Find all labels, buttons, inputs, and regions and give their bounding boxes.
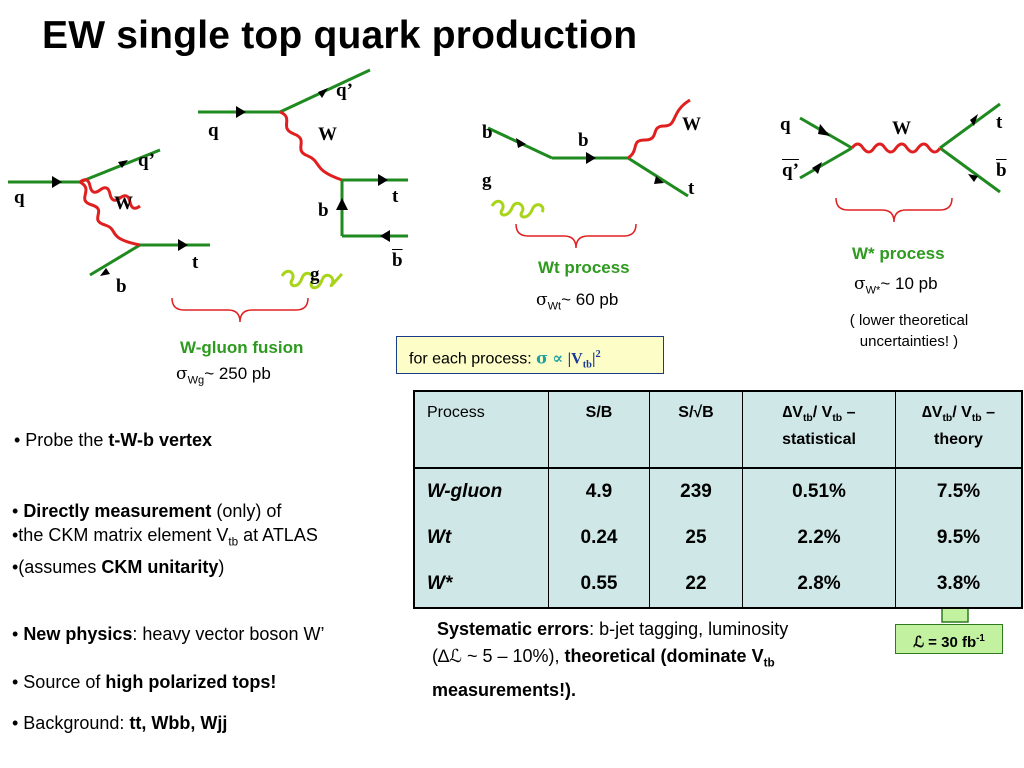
cross-section-wg: σWg~ 250 pb xyxy=(176,364,271,387)
label-t: t xyxy=(996,112,1003,133)
brace-wg xyxy=(171,297,309,323)
brace-wt xyxy=(515,223,637,249)
header-process: Process xyxy=(414,391,549,469)
label-qprime: q’ xyxy=(336,80,353,101)
label-b-in: b xyxy=(482,122,493,143)
label-bbar: b xyxy=(996,160,1007,181)
cell-theory: 9.5% xyxy=(936,527,981,548)
label-t: t xyxy=(192,252,199,273)
systematics-text: Systematic errors: b-jet tagging, lumino… xyxy=(432,619,789,700)
header-stat: ∆Vtb/ Vtb – statistical xyxy=(742,391,896,469)
bullet-new-physics: • New physics: heavy vector boson W’ xyxy=(12,624,325,644)
bullet-direct: • Directly measurement (only) of •the CK… xyxy=(12,501,318,577)
cell-process: W-gluon xyxy=(414,468,549,515)
bullet-source: • Source of high polarized tops! xyxy=(12,672,277,692)
label-w: W xyxy=(682,114,701,135)
label-g: g xyxy=(310,264,320,285)
table-row: Wt 0.24 25 2.2% 9.5% xyxy=(414,515,1022,561)
diagram-wstar xyxy=(799,102,1001,194)
each-process-box: for each process: σ ∝ |Vtb|2 xyxy=(396,336,664,374)
cell-process: Wt xyxy=(414,515,549,561)
cell-stat: 2.8% xyxy=(742,561,896,608)
cell-stat: 2.2% xyxy=(742,515,896,561)
wstar-note: ( lower theoretical uncertainties! ) xyxy=(849,312,969,350)
cell-theory: 7.5% xyxy=(936,481,981,502)
label-t: t xyxy=(392,186,399,207)
label-b: b xyxy=(318,200,329,221)
label-w: W xyxy=(318,124,337,145)
label-b: b xyxy=(116,276,127,297)
cross-section-wstar: σW*~ 10 pb xyxy=(854,274,938,297)
cell-stat: 0.51% xyxy=(742,468,896,515)
label-b-prop: b xyxy=(578,130,589,151)
label-w: W xyxy=(114,193,133,214)
header-theory: ∆Vtb/ Vtb – theory xyxy=(895,391,1022,469)
label-qprime: q’ xyxy=(138,150,155,171)
cell-ssqrtb: 25 xyxy=(649,515,743,561)
cross-section-wt: σWt~ 60 pb xyxy=(536,290,619,313)
process-name-wstar: W* process xyxy=(852,244,945,263)
bullet-probe: • Probe the t-W-b vertex xyxy=(14,430,213,450)
cell-ssqrtb: 22 xyxy=(649,561,743,608)
label-q: q xyxy=(14,187,25,208)
label-q: q xyxy=(780,114,791,135)
luminosity-box: ℒ = 30 fb-1 xyxy=(895,624,1003,654)
brace-wstar xyxy=(835,197,953,223)
bullet-background: • Background: tt, Wbb, Wjj xyxy=(12,713,228,733)
page-title: EW single top quark production xyxy=(42,14,638,57)
table-row: W-gluon 4.9 239 0.51% 7.5% xyxy=(414,468,1022,515)
label-g: g xyxy=(482,170,492,191)
label-bbar: b xyxy=(392,250,403,271)
table-row: W* 0.55 22 2.8% 3.8% xyxy=(414,561,1022,608)
header-ssqrtb: S/√B xyxy=(649,391,743,469)
label-t: t xyxy=(688,178,695,199)
diagram-wg-right xyxy=(198,68,408,290)
cell-theory: 3.8% xyxy=(936,573,981,594)
label-w: W xyxy=(892,118,911,139)
label-q: q xyxy=(208,120,219,141)
cell-sb: 4.9 xyxy=(548,468,650,515)
process-name-wg: W-gluon fusion xyxy=(180,338,304,357)
process-name-wt: Wt process xyxy=(538,258,630,277)
header-sb: S/B xyxy=(548,391,650,469)
results-table: Process S/B S/√B ∆Vtb/ Vtb – statistical… xyxy=(413,390,1023,609)
cell-sb: 0.55 xyxy=(548,561,650,608)
diagram-wg-left xyxy=(8,148,210,277)
table-header-row: Process S/B S/√B ∆Vtb/ Vtb – statistical… xyxy=(414,391,1022,469)
label-qbar: q’ xyxy=(782,160,799,181)
cell-sb: 0.24 xyxy=(548,515,650,561)
cell-ssqrtb: 239 xyxy=(649,468,743,515)
cell-process: W* xyxy=(414,561,549,608)
